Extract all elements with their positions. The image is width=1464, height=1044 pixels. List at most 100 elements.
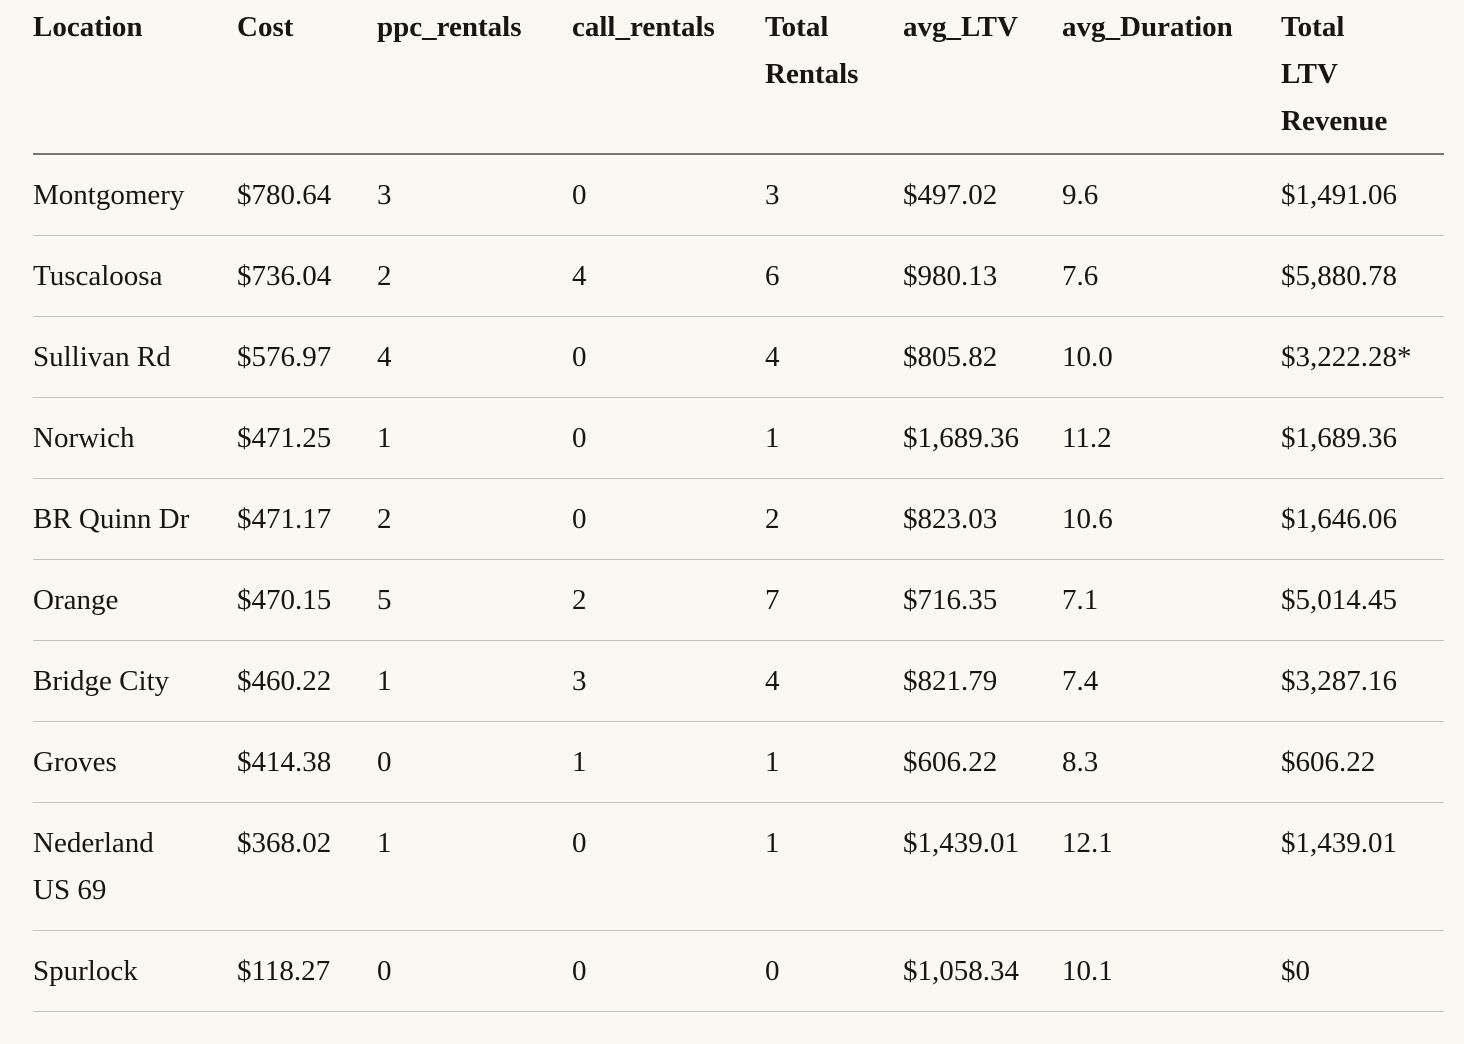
cell-avg_ltv: $1,439.01 <box>903 802 1062 931</box>
table-body: Montgomery $780.64 3 0 3 $497.02 9.6 $1,491.06 T… <box>33 154 1444 1012</box>
cell-avg_duration: 9.6 <box>1062 154 1281 236</box>
cell-cost: $736.04 <box>237 235 377 317</box>
cell-call_rentals: 0 <box>572 930 765 1012</box>
cell-total_rentals: 1 <box>765 802 903 931</box>
cell-total_ltv_revenue: $1,491.06 <box>1281 154 1444 236</box>
cell-total_rentals: 1 <box>765 397 903 479</box>
cell-avg_duration: 8.3 <box>1062 721 1281 803</box>
header-cell-total_ltv_revenue: Total LTV Revenue <box>1281 0 1444 155</box>
cell-avg_duration: 11.2 <box>1062 397 1281 479</box>
cell-location: Montgomery <box>33 154 237 236</box>
table-row: BR Quinn Dr $471.17 2 0 2 $823.03 10.6 $1,646.0… <box>33 478 1444 560</box>
table-row: Montgomery $780.64 3 0 3 $497.02 9.6 $1,491.06 <box>33 154 1444 236</box>
cell-avg_duration: 7.6 <box>1062 235 1281 317</box>
cell-ppc_rentals: 0 <box>377 930 572 1012</box>
cell-location: BR Quinn Dr <box>33 478 237 560</box>
cell-ppc_rentals: 5 <box>377 559 572 641</box>
cell-total_ltv_revenue: $0 <box>1281 930 1444 1012</box>
cell-call_rentals: 0 <box>572 802 765 931</box>
cell-cost: $780.64 <box>237 154 377 236</box>
header-cell-cost: Cost <box>237 0 377 155</box>
cell-avg_ltv: $821.79 <box>903 640 1062 722</box>
cell-location: Bridge City <box>33 640 237 722</box>
cell-location: Orange <box>33 559 237 641</box>
cell-call_rentals: 4 <box>572 235 765 317</box>
cell-total_rentals: 4 <box>765 640 903 722</box>
cell-call_rentals: 0 <box>572 316 765 398</box>
cell-location: Groves <box>33 721 237 803</box>
cell-call_rentals: 2 <box>572 559 765 641</box>
cell-total_ltv_revenue: $1,689.36 <box>1281 397 1444 479</box>
cell-ppc_rentals: 0 <box>377 721 572 803</box>
cell-location: Nederland US 69 <box>33 802 237 931</box>
cell-cost: $471.25 <box>237 397 377 479</box>
cell-ppc_rentals: 1 <box>377 802 572 931</box>
cell-total_rentals: 6 <box>765 235 903 317</box>
cell-total_ltv_revenue: $5,880.78 <box>1281 235 1444 317</box>
cell-avg_ltv: $1,689.36 <box>903 397 1062 479</box>
cell-cost: $471.17 <box>237 478 377 560</box>
cell-avg_ltv: $497.02 <box>903 154 1062 236</box>
location-performance-table: Location Cost ppc_rentals call_rentals Total… <box>33 0 1444 1012</box>
cell-call_rentals: 3 <box>572 640 765 722</box>
cell-cost: $368.02 <box>237 802 377 931</box>
cell-total_rentals: 3 <box>765 154 903 236</box>
header-cell-avg_ltv: avg_LTV <box>903 0 1062 155</box>
cell-call_rentals: 0 <box>572 154 765 236</box>
table-row: Sullivan Rd $576.97 4 0 4 $805.82 10.0 $3,222.2… <box>33 316 1444 398</box>
cell-ppc_rentals: 2 <box>377 235 572 317</box>
cell-avg_ltv: $606.22 <box>903 721 1062 803</box>
cell-avg_duration: 10.0 <box>1062 316 1281 398</box>
header-cell-call_rentals: call_rentals <box>572 0 765 155</box>
cell-total_rentals: 7 <box>765 559 903 641</box>
cell-cost: $118.27 <box>237 930 377 1012</box>
cell-avg_duration: 7.1 <box>1062 559 1281 641</box>
table-header: Location Cost ppc_rentals call_rentals Total… <box>33 0 1444 155</box>
table-row: Groves $414.38 0 1 1 $606.22 8.3 $606.22 <box>33 721 1444 803</box>
header-row: Location Cost ppc_rentals call_rentals Total… <box>33 0 1444 155</box>
table-row: Bridge City $460.22 1 3 4 $821.79 7.4 $3,287.16 <box>33 640 1444 722</box>
cell-avg_ltv: $823.03 <box>903 478 1062 560</box>
cell-total_ltv_revenue: $1,439.01 <box>1281 802 1444 931</box>
table-row: Tuscaloosa $736.04 2 4 6 $980.13 7.6 $5,880.78 <box>33 235 1444 317</box>
cell-total_ltv_revenue: $606.22 <box>1281 721 1444 803</box>
table-row: Spurlock $118.27 0 0 0 $1,058.34 10.1 $0 <box>33 930 1444 1012</box>
cell-avg_duration: 7.4 <box>1062 640 1281 722</box>
table-row: Nederland US 69 $368.02 1 0 1 $1,439.01 12.1 $1… <box>33 802 1444 931</box>
cell-cost: $470.15 <box>237 559 377 641</box>
cell-total_ltv_revenue: $5,014.45 <box>1281 559 1444 641</box>
cell-ppc_rentals: 4 <box>377 316 572 398</box>
header-cell-ppc_rentals: ppc_rentals <box>377 0 572 155</box>
cell-ppc_rentals: 1 <box>377 640 572 722</box>
cell-avg_ltv: $805.82 <box>903 316 1062 398</box>
cell-total_rentals: 1 <box>765 721 903 803</box>
cell-call_rentals: 1 <box>572 721 765 803</box>
cell-ppc_rentals: 1 <box>377 397 572 479</box>
cell-avg_ltv: $980.13 <box>903 235 1062 317</box>
cell-cost: $460.22 <box>237 640 377 722</box>
header-cell-location: Location <box>33 0 237 155</box>
header-cell-total_rentals: Total Rentals <box>765 0 903 155</box>
cell-ppc_rentals: 3 <box>377 154 572 236</box>
table-row: Norwich $471.25 1 0 1 $1,689.36 11.2 $1,689.36 <box>33 397 1444 479</box>
cell-total_rentals: 4 <box>765 316 903 398</box>
cell-total_ltv_revenue: $3,222.28* <box>1281 316 1444 398</box>
cell-avg_duration: 10.6 <box>1062 478 1281 560</box>
cell-location: Tuscaloosa <box>33 235 237 317</box>
cell-avg_ltv: $716.35 <box>903 559 1062 641</box>
cell-total_ltv_revenue: $1,646.06 <box>1281 478 1444 560</box>
cell-call_rentals: 0 <box>572 397 765 479</box>
cell-location: Norwich <box>33 397 237 479</box>
cell-total_ltv_revenue: $3,287.16 <box>1281 640 1444 722</box>
cell-avg_duration: 12.1 <box>1062 802 1281 931</box>
cell-location: Spurlock <box>33 930 237 1012</box>
table-row: Orange $470.15 5 2 7 $716.35 7.1 $5,014.45 <box>33 559 1444 641</box>
cell-avg_ltv: $1,058.34 <box>903 930 1062 1012</box>
cell-total_rentals: 2 <box>765 478 903 560</box>
cell-cost: $576.97 <box>237 316 377 398</box>
cell-avg_duration: 10.1 <box>1062 930 1281 1012</box>
cell-cost: $414.38 <box>237 721 377 803</box>
header-cell-avg_duration: avg_Duration <box>1062 0 1281 155</box>
cell-call_rentals: 0 <box>572 478 765 560</box>
cell-total_rentals: 0 <box>765 930 903 1012</box>
